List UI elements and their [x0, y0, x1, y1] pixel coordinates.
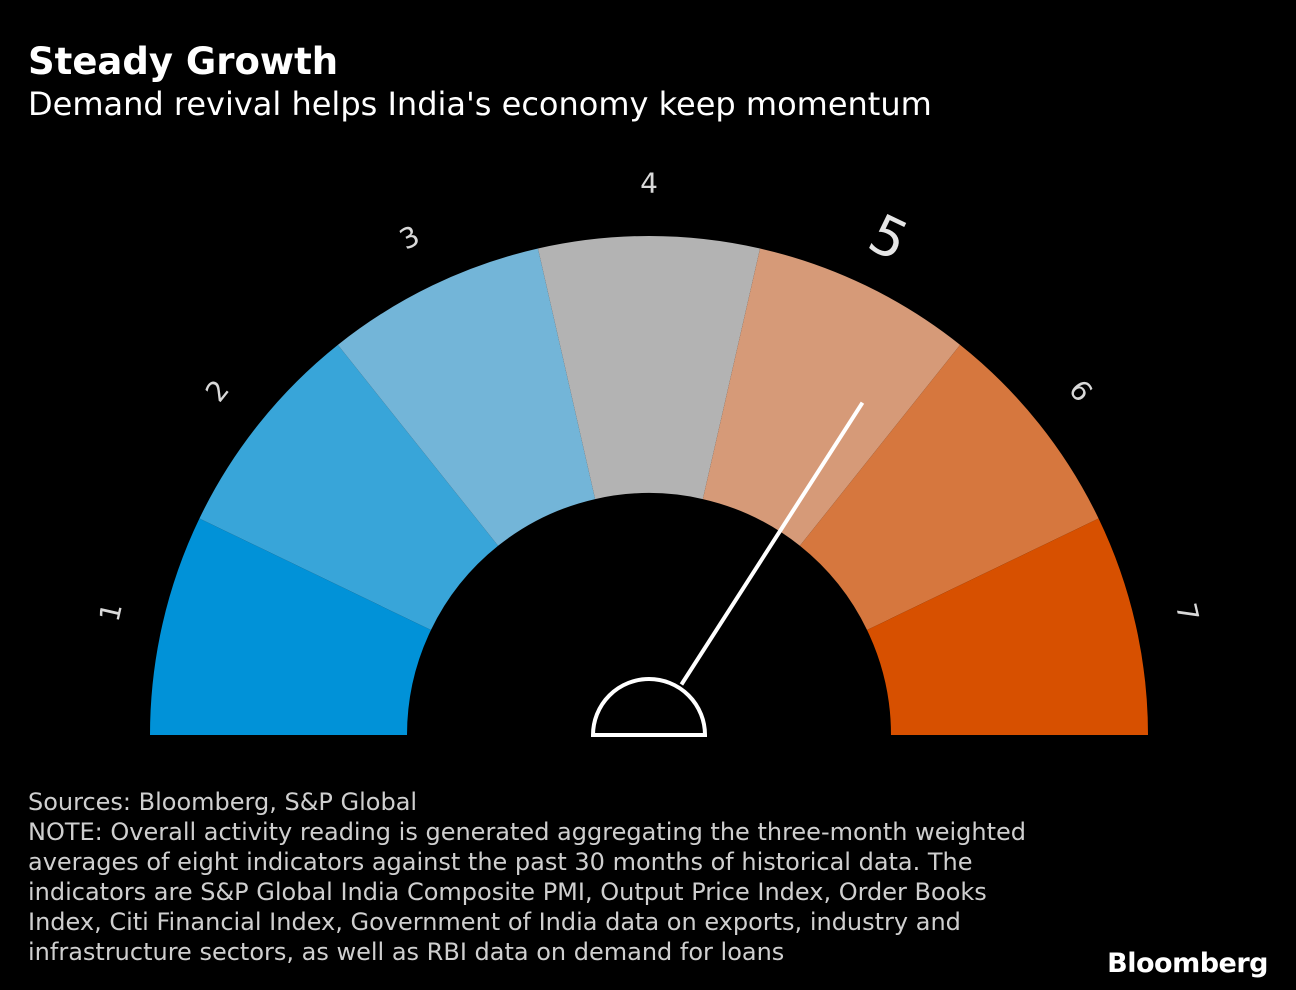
sources-text: Sources: Bloomberg, S&P Global [28, 788, 418, 816]
chart-footer: Sources: Bloomberg, S&P Global NOTE: Ove… [28, 787, 1088, 967]
gauge-needle [679, 401, 865, 686]
note-line-1: NOTE: Overall activity reading is genera… [28, 818, 1027, 846]
chart-title: Steady Growth [28, 40, 339, 83]
gauge-segment-4 [537, 236, 761, 500]
gauge-segment-1 [150, 518, 431, 735]
gauge-segment-3 [337, 248, 596, 546]
gauge-label-1: 1 [93, 600, 129, 625]
gauge-label-3: 3 [394, 219, 424, 256]
note-line-4: Index, Citi Financial Index, Government … [28, 908, 961, 936]
gauge-label-2: 2 [199, 374, 236, 409]
gauge-chart: 1 2 3 4 5 6 7 [93, 167, 1205, 737]
note-line-2: averages of eight indicators against the… [28, 848, 973, 876]
gauge-segment-5 [702, 248, 961, 546]
gauge-segment-2 [199, 344, 499, 631]
gauge-segment-7 [867, 518, 1148, 735]
note-line-5: infrastructure sectors, as well as RBI d… [28, 938, 785, 966]
gauge-label-5: 5 [859, 202, 917, 274]
gauge-label-4: 4 [640, 167, 658, 200]
gauge-hub [590, 677, 708, 737]
chart-subtitle: Demand revival helps India's economy kee… [28, 85, 932, 123]
bloomberg-logo: Bloomberg [1107, 948, 1268, 979]
note-line-3: indicators are S&P Global India Composit… [28, 878, 987, 906]
gauge-label-7: 7 [1169, 600, 1205, 625]
gauge-label-6: 6 [1062, 374, 1099, 409]
gauge-segment-6 [799, 344, 1099, 631]
